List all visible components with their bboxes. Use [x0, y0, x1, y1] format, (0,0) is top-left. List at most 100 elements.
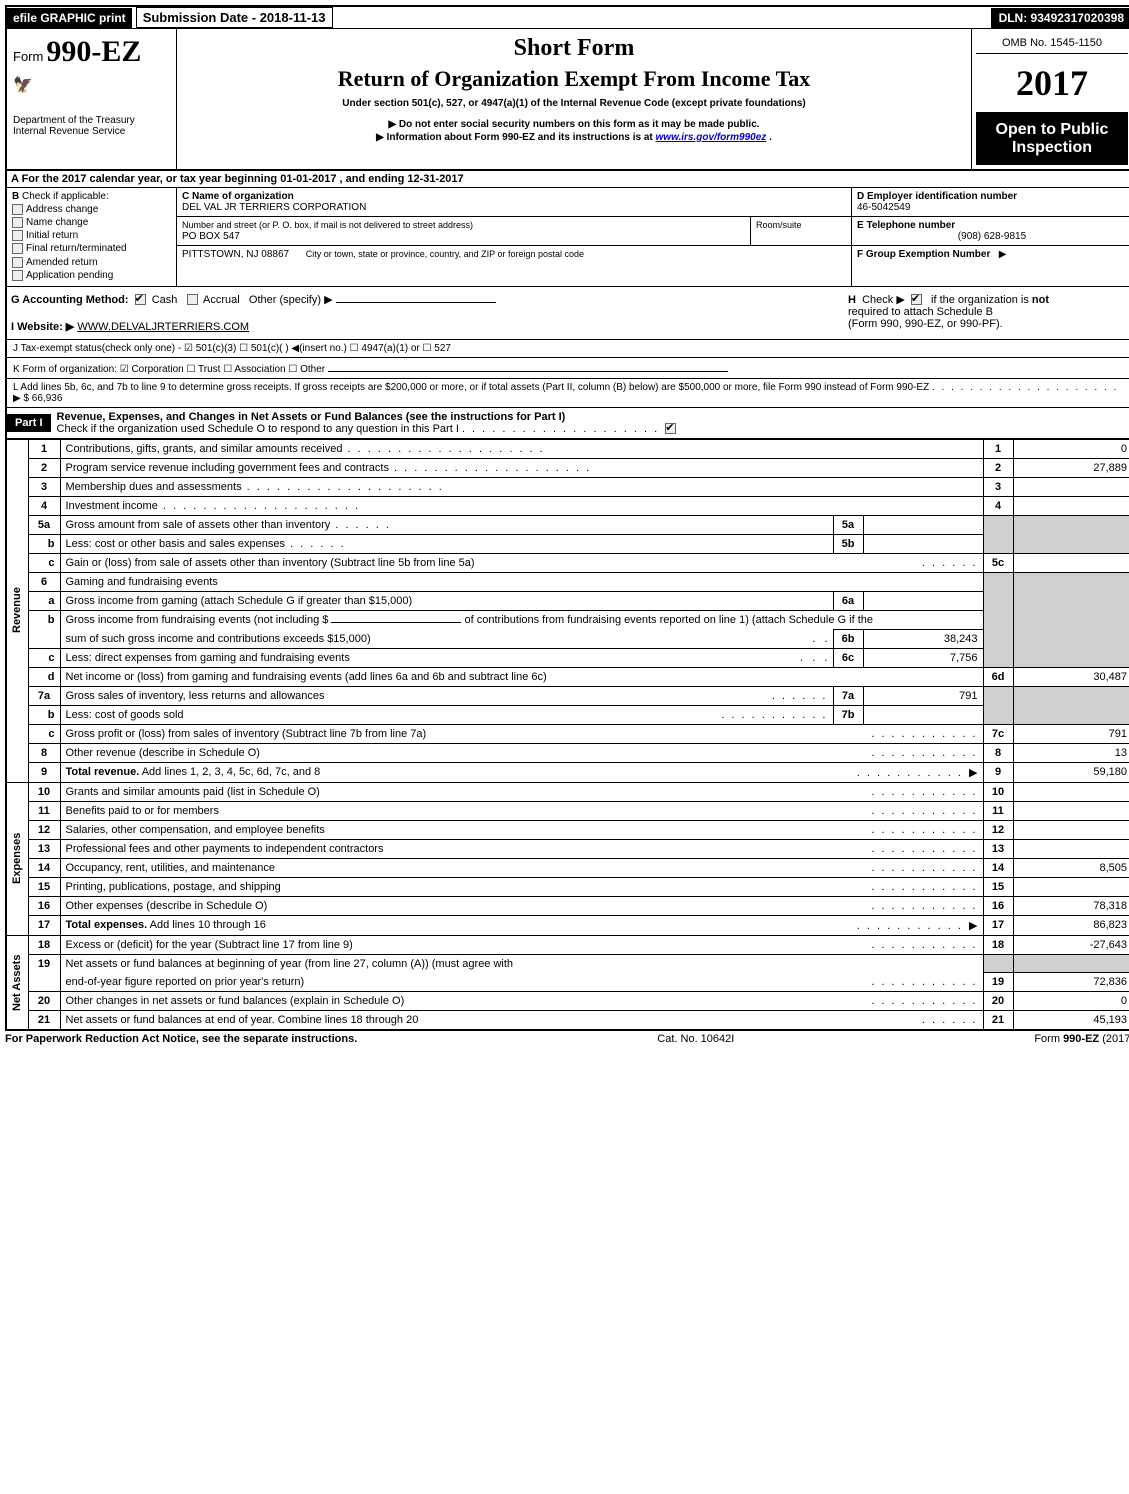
- row-11: 11 Benefits paid to or for members 11: [6, 801, 1129, 820]
- check-initial-label: Initial return: [26, 230, 78, 241]
- check-pending-label: Application pending: [26, 270, 113, 281]
- row-6a: a Gross income from gaming (attach Sched…: [6, 591, 1129, 610]
- val-17: 86,823: [1013, 915, 1129, 935]
- box-10: 10: [983, 782, 1013, 801]
- phone-row: E Telephone number (908) 628-9815: [852, 217, 1129, 246]
- box-11: 11: [983, 801, 1013, 820]
- part1-label: Part I: [7, 414, 51, 432]
- dept-treasury: Department of the Treasury: [13, 115, 170, 126]
- check-accrual[interactable]: [187, 294, 198, 305]
- treasury-seal-icon: 🦅: [13, 75, 170, 95]
- check-cash[interactable]: [135, 294, 146, 305]
- desc-5b: Less: cost or other basis and sales expe…: [60, 534, 833, 553]
- check-final-return[interactable]: Final return/terminated: [12, 243, 171, 254]
- b-label: B: [12, 191, 19, 202]
- mbox-5a: 5a: [833, 515, 863, 534]
- website-value[interactable]: WWW.DELVALJRTERRIERS.COM: [77, 321, 249, 333]
- row-18: Net Assets 18 Excess or (deficit) for th…: [6, 935, 1129, 954]
- col-de: D Employer identification number 46-5042…: [852, 188, 1129, 286]
- check-initial-return[interactable]: Initial return: [12, 230, 171, 241]
- desc-11: Benefits paid to or for members: [60, 801, 983, 820]
- ln-2: 2: [28, 458, 60, 477]
- row-16: 16 Other expenses (describe in Schedule …: [6, 896, 1129, 915]
- row-3: 3 Membership dues and assessments 3: [6, 477, 1129, 496]
- g-accrual: Accrual: [203, 294, 240, 306]
- check-address-change[interactable]: Address change: [12, 204, 171, 215]
- check-application-pending[interactable]: Application pending: [12, 270, 171, 281]
- row-7b: b Less: cost of goods sold 7b: [6, 705, 1129, 724]
- row-7a: 7a Gross sales of inventory, less return…: [6, 686, 1129, 705]
- mval-7b: [863, 705, 983, 724]
- instructions-link[interactable]: www.irs.gov/form990ez: [656, 132, 767, 143]
- row-8: 8 Other revenue (describe in Schedule O)…: [6, 743, 1129, 762]
- part1-check[interactable]: [665, 423, 676, 434]
- street-label: Number and street (or P. O. box, if mail…: [182, 220, 473, 230]
- col-b: B Check if applicable: Address change Na…: [7, 188, 177, 286]
- arrow-line-1: ▶ Do not enter social security numbers o…: [185, 119, 963, 130]
- row-7c: c Gross profit or (loss) from sales of i…: [6, 724, 1129, 743]
- val-4: [1013, 496, 1129, 515]
- desc-20: Other changes in net assets or fund bala…: [60, 992, 983, 1011]
- grey-6b2: [983, 629, 1013, 648]
- city-row: PITTSTOWN, NJ 08867 City or town, state …: [177, 246, 851, 263]
- check-amended-return[interactable]: Amended return: [12, 257, 171, 268]
- ln-7c: c: [28, 724, 60, 743]
- desc-1: Contributions, gifts, grants, and simila…: [60, 439, 983, 458]
- box-2: 2: [983, 458, 1013, 477]
- box-1: 1: [983, 439, 1013, 458]
- val-21: 45,193: [1013, 1011, 1129, 1031]
- a-begin: 01-01-2017: [280, 173, 336, 185]
- row-6c: c Less: direct expenses from gaming and …: [6, 648, 1129, 667]
- row-6d: d Net income or (loss) from gaming and f…: [6, 667, 1129, 686]
- side-revenue: Revenue: [6, 439, 28, 782]
- c-label: C Name of organization: [182, 191, 294, 202]
- e-label: E Telephone number: [857, 220, 955, 231]
- mbox-5b: 5b: [833, 534, 863, 553]
- k-line: K Form of organization: ☑ Corporation ☐ …: [5, 358, 1129, 379]
- grey-19: [983, 954, 1013, 973]
- val-20: 0: [1013, 992, 1129, 1011]
- arrow2-pre: ▶ Information about Form 990-EZ and its …: [376, 132, 655, 143]
- box-9: 9: [983, 762, 1013, 782]
- h-text2: if the organization is: [931, 294, 1032, 306]
- check-name-change[interactable]: Name change: [12, 217, 171, 228]
- footer-left: For Paperwork Reduction Act Notice, see …: [5, 1033, 357, 1045]
- grey-6c: [983, 648, 1013, 667]
- h-right: H Check ▶ if the organization is not req…: [838, 293, 1128, 333]
- check-name-label: Name change: [26, 217, 88, 228]
- row-21: 21 Net assets or fund balances at end of…: [6, 1011, 1129, 1031]
- row-20: 20 Other changes in net assets or fund b…: [6, 992, 1129, 1011]
- h-text4: (Form 990, 990-EZ, or 990-PF).: [848, 318, 1003, 330]
- row-17: 17 Total expenses. Add lines 10 through …: [6, 915, 1129, 935]
- f-arrow: ▶: [999, 249, 1007, 260]
- desc-18: Excess or (deficit) for the year (Subtra…: [60, 935, 983, 954]
- ln-5a: 5a: [28, 515, 60, 534]
- box-21: 21: [983, 1011, 1013, 1031]
- row-5a: 5a Gross amount from sale of assets othe…: [6, 515, 1129, 534]
- box-20: 20: [983, 992, 1013, 1011]
- desc-10: Grants and similar amounts paid (list in…: [60, 782, 983, 801]
- val-1: 0: [1013, 439, 1129, 458]
- desc-16: Other expenses (describe in Schedule O): [60, 896, 983, 915]
- ln-6a: a: [28, 591, 60, 610]
- city-label: City or town, state or province, country…: [306, 249, 584, 259]
- a-end: 12-31-2017: [407, 173, 463, 185]
- check-h[interactable]: [911, 294, 922, 305]
- desc-7c: Gross profit or (loss) from sales of inv…: [60, 724, 983, 743]
- ln-14: 14: [28, 858, 60, 877]
- box-6d: 6d: [983, 667, 1013, 686]
- desc-14: Occupancy, rent, utilities, and maintena…: [60, 858, 983, 877]
- row-5b: b Less: cost or other basis and sales ex…: [6, 534, 1129, 553]
- row-6: 6 Gaming and fundraising events: [6, 572, 1129, 591]
- ln-4: 4: [28, 496, 60, 515]
- arrow-line-2: ▶ Information about Form 990-EZ and its …: [185, 132, 963, 143]
- desc-12: Salaries, other compensation, and employ…: [60, 820, 983, 839]
- efile-print-button[interactable]: efile GRAPHIC print: [7, 8, 132, 28]
- g-label: G Accounting Method:: [11, 294, 129, 306]
- g-line: G Accounting Method: Cash Accrual Other …: [11, 293, 838, 306]
- grey-6a-v: [1013, 591, 1129, 610]
- street-value: PO BOX 547: [182, 231, 240, 242]
- box-18: 18: [983, 935, 1013, 954]
- val-12: [1013, 820, 1129, 839]
- header-center: Short Form Return of Organization Exempt…: [177, 29, 972, 169]
